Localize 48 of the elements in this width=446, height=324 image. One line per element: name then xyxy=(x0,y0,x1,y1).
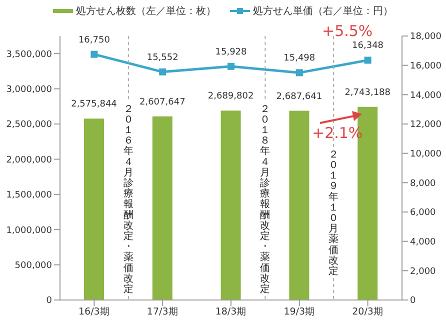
x-tick-label: 17/3期 xyxy=(146,306,178,318)
point xyxy=(159,68,166,76)
data-label: 2,689,802 xyxy=(208,92,254,102)
y-tick-label: 1,500,000 xyxy=(6,190,52,201)
point xyxy=(296,69,303,76)
legend-label: 処方せん枚数（左／単位：枚） xyxy=(76,4,216,18)
y-tick-label: 0 xyxy=(46,296,52,306)
y-tick-label: 1,000,000 xyxy=(6,226,52,236)
text: ２０１９年１０月薬価改定 xyxy=(328,149,339,277)
y-tick-label: 2,000,000 xyxy=(6,155,52,166)
text: ２０１８年４月診療報酬改定・薬価改定 xyxy=(260,104,270,295)
data-label: 2,607,647 xyxy=(139,97,186,108)
legend-label: 処方せん単価（右／単位：円） xyxy=(253,4,393,18)
data-label: 15,552 xyxy=(146,52,178,63)
x-tick-label: 20/3期 xyxy=(352,306,384,318)
y2-tick-label: 10,000 xyxy=(410,150,442,160)
y-tick-label: 3,000,000 xyxy=(6,84,52,95)
data-label: 15,498 xyxy=(284,54,316,64)
point xyxy=(228,62,234,70)
x-tick-label: 18/3期 xyxy=(215,306,247,318)
annotation: +5.5% xyxy=(322,22,373,40)
y2-tick-label: 16,000 xyxy=(410,62,442,72)
y-tick-label: 500,000 xyxy=(14,260,52,271)
point xyxy=(90,50,98,58)
data-label: 2,575,844 xyxy=(71,100,118,110)
y-tick-label: 3,500,000 xyxy=(6,50,52,60)
data-label: 2,743,188 xyxy=(344,88,391,98)
bar xyxy=(220,110,241,300)
bar xyxy=(152,116,172,300)
x-tick-label: 16/3期 xyxy=(78,306,110,318)
data-label: 16,348 xyxy=(352,41,384,52)
bar xyxy=(84,118,104,300)
y2-tick-label: 4,000 xyxy=(410,238,436,248)
data-label: 2,687,641 xyxy=(276,92,322,102)
data-label: 16,750 xyxy=(78,35,110,46)
data-label: 15,928 xyxy=(215,47,248,58)
y2-tick-label: 12,000 xyxy=(410,120,442,130)
point xyxy=(364,56,372,64)
y2-tick-label: 0 xyxy=(410,296,416,306)
bar xyxy=(289,110,310,300)
y2-tick-label: 2,000 xyxy=(410,266,436,277)
y2-tick-label: 6,000 xyxy=(410,208,436,218)
y2-tick-label: 14,000 xyxy=(410,90,442,101)
y-tick-label: 2,500,000 xyxy=(6,120,52,130)
text: ２０１６年４月診療報酬改定・薬価改定 xyxy=(123,104,134,295)
x-tick-label: 19/3期 xyxy=(284,306,316,318)
y2-tick-label: 18,000 xyxy=(410,32,442,42)
y2-tick-label: 8,000 xyxy=(410,178,436,189)
